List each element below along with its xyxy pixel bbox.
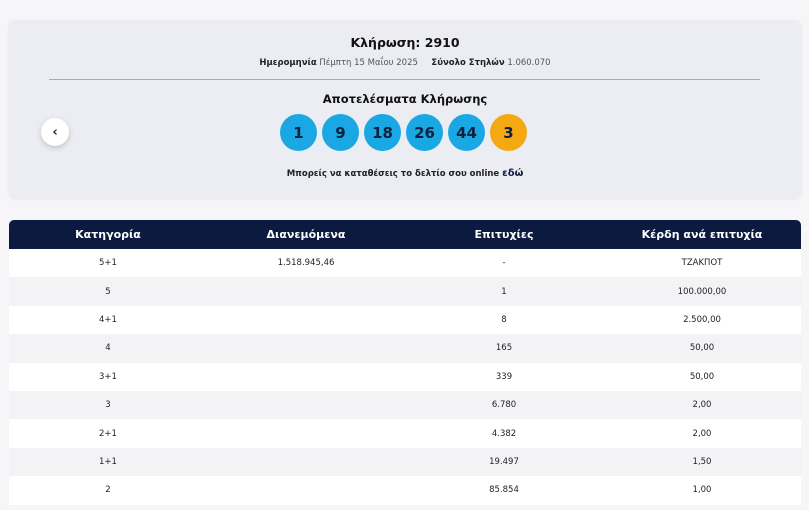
results-title: Αποτελέσματα Κλήρωσης (322, 92, 488, 106)
prize-table: Κατηγορία Διανεμόμενα Επιτυχίες Κέρδη αν… (9, 220, 801, 505)
number-ball: 18 (364, 114, 401, 151)
table-row: 3+1 339 50,00 (9, 362, 801, 391)
table-row: 5 1 100.000,00 (9, 277, 801, 306)
cell-winners: 165 (495, 343, 513, 354)
header-prize-per-winner: Κέρδη ανά επιτυχία (641, 228, 763, 241)
cell-category: 1+1 (99, 456, 117, 467)
columns-label: Σύνολο Στηλών (431, 58, 505, 68)
number-ball: 26 (406, 114, 443, 151)
online-link[interactable]: εδώ (502, 168, 524, 179)
previous-draw-button[interactable]: ‹ (41, 118, 69, 146)
cell-category: 5 (105, 286, 111, 297)
cell-winners: 339 (495, 371, 513, 382)
table-header-row: Κατηγορία Διανεμόμενα Επιτυχίες Κέρδη αν… (9, 220, 801, 249)
cell-winners: - (502, 258, 506, 269)
cell-category: 3+1 (99, 371, 117, 382)
cell-category: 4 (105, 343, 111, 354)
table-row: 4 165 50,00 (9, 334, 801, 363)
cell-winners: 19.497 (489, 456, 519, 467)
cell-winners: 85.854 (489, 485, 519, 496)
cell-prize: 1,50 (692, 456, 712, 467)
chevron-left-icon: ‹ (52, 124, 58, 140)
cell-prize: 50,00 (689, 343, 715, 354)
cell-prize: 50,00 (689, 371, 715, 382)
divider (49, 79, 760, 80)
date-label: Ημερομηνία (259, 58, 317, 68)
cell-category: 2+1 (99, 428, 117, 439)
cell-distributed (207, 476, 405, 504)
online-betting-text: Μπορείς να καταθέσεις το δελτίο σου onli… (9, 168, 801, 179)
draw-meta: Ημερομηνία Πέμπτη 15 Μαΐου 2025 Σύνολο Σ… (9, 58, 801, 68)
table-row: 2+1 4.382 2,00 (9, 419, 801, 448)
table-row: 4+1 8 2.500,00 (9, 305, 801, 335)
cell-distributed (207, 363, 405, 391)
table-row: 2 85.854 1,00 (9, 476, 801, 505)
number-ball: 9 (322, 114, 359, 151)
cell-prize: 1,00 (692, 485, 712, 496)
cell-prize: 2,00 (692, 428, 712, 439)
table-row: 5+1 1.518.945,46 - ΤΖΑΚΠΟΤ (9, 249, 801, 278)
header-distributed: Διανεμόμενα (266, 228, 346, 241)
cell-category: 5+1 (99, 258, 117, 269)
joker-ball: 3 (490, 114, 527, 151)
cell-category: 3 (105, 400, 111, 411)
date-value: Πέμπτη 15 Μαΐου 2025 (319, 58, 418, 68)
number-ball: 1 (280, 114, 317, 151)
cell-distributed (207, 391, 405, 419)
cell-distributed (207, 277, 405, 305)
cell-distributed: 1.518.945,46 (277, 258, 335, 269)
cell-distributed (207, 419, 405, 447)
cell-distributed (207, 306, 405, 334)
cell-prize: 100.000,00 (677, 286, 727, 297)
cell-winners: 4.382 (491, 428, 517, 439)
draw-title: Κλήρωση: 2910 (350, 35, 460, 50)
cell-prize: 2,00 (692, 400, 712, 411)
cell-winners: 8 (501, 314, 507, 325)
cell-winners: 1 (501, 286, 507, 297)
cell-winners: 6.780 (491, 400, 517, 411)
online-text: Μπορείς να καταθέσεις το δελτίο σου onli… (286, 169, 500, 179)
cell-prize: ΤΖΑΚΠΟΤ (681, 258, 723, 269)
cell-distributed (207, 334, 405, 362)
table-row: 3 6.780 2,00 (9, 390, 801, 420)
draw-card: Κλήρωση: 2910 Ημερομηνία Πέμπτη 15 Μαΐου… (9, 20, 801, 198)
winning-numbers: 1 9 18 26 44 3 (280, 114, 527, 151)
table-row: 1+1 19.497 1,50 (9, 447, 801, 477)
table-body: 5+1 1.518.945,46 - ΤΖΑΚΠΟΤ 5 1 100.000,00 4+1 8 2… (9, 249, 801, 505)
number-ball: 44 (448, 114, 485, 151)
cell-category: 4+1 (99, 314, 117, 325)
columns-value: 1.060.070 (507, 58, 551, 68)
cell-distributed (207, 448, 405, 476)
cell-prize: 2.500,00 (683, 314, 721, 325)
header-category: Κατηγορία (75, 228, 141, 241)
cell-category: 2 (105, 485, 111, 496)
header-winners: Επιτυχίες (474, 228, 534, 241)
